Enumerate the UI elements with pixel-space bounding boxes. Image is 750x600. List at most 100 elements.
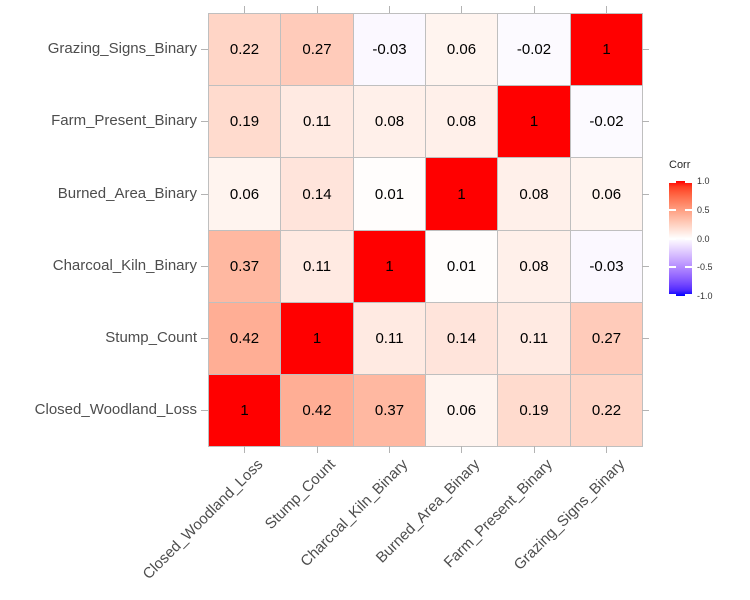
heatmap-cell-Stump_Count-x-Burned_Area_Binary: 0.14 — [425, 302, 498, 375]
heatmap-cell-Charcoal_Kiln_Binary-x-Stump_Count: 0.11 — [280, 230, 354, 303]
y-axis-tick-left — [201, 266, 208, 267]
legend-tick-dash — [669, 181, 676, 183]
x-axis-tick-bottom — [606, 446, 607, 453]
cell-value-label: 0.06 — [229, 185, 260, 203]
heatmap-cell-Charcoal_Kiln_Binary-x-Closed_Woodland_Loss: 0.37 — [208, 230, 281, 303]
y-axis-tick-right — [642, 338, 649, 339]
cell-value-label: 0.08 — [446, 113, 477, 130]
y-axis-tick-right — [642, 410, 649, 411]
heatmap-cell-Closed_Woodland_Loss-x-Burned_Area_Binary: 0.06 — [425, 374, 498, 447]
cell-value-label: 1 — [457, 185, 466, 203]
legend-tick-label: -0.5 — [697, 262, 713, 273]
x-axis-tick-top — [606, 6, 607, 13]
heatmap-cell-Stump_Count-x-Grazing_Signs_Binary: 0.27 — [570, 302, 643, 375]
legend-tick-dash — [669, 208, 676, 211]
heatmap-cell-Burned_Area_Binary-x-Farm_Present_Binary: 0.08 — [497, 157, 571, 231]
x-axis-tick-top — [317, 6, 318, 13]
cell-value-label: 0.11 — [519, 330, 549, 347]
legend-tick-dash — [685, 208, 692, 211]
cell-value-label: 0.08 — [519, 258, 549, 275]
heatmap-cell-Farm_Present_Binary-x-Stump_Count: 0.11 — [280, 85, 354, 158]
heatmap-cell-Grazing_Signs_Binary-x-Closed_Woodland_Loss: 0.22 — [208, 13, 281, 86]
x-axis-tick-bottom — [389, 446, 390, 453]
y-axis-tick-left — [201, 49, 208, 50]
y-axis-tick-right — [642, 194, 649, 195]
cell-value-label: 0.27 — [302, 41, 332, 58]
y-axis-tick-right — [642, 266, 649, 267]
cell-value-label: 0.08 — [519, 185, 549, 203]
heatmap-cell-Closed_Woodland_Loss-x-Grazing_Signs_Binary: 0.22 — [570, 374, 643, 447]
cell-value-label: 0.22 — [229, 41, 260, 58]
heatmap-cell-Closed_Woodland_Loss-x-Closed_Woodland_Loss: 1 — [208, 374, 281, 447]
heatmap-cell-Grazing_Signs_Binary-x-Farm_Present_Binary: -0.02 — [497, 13, 571, 86]
cell-value-label: 0.06 — [446, 41, 477, 58]
cell-value-label: -0.03 — [589, 258, 624, 275]
cell-value-label: 0.06 — [591, 185, 622, 203]
cell-value-label: -0.03 — [372, 41, 407, 58]
cell-value-label: -0.02 — [516, 41, 552, 58]
y-axis-tick-right — [642, 49, 649, 50]
heatmap-cell-Stump_Count-x-Closed_Woodland_Loss: 0.42 — [208, 302, 281, 375]
heatmap-cell-Grazing_Signs_Binary-x-Stump_Count: 0.27 — [280, 13, 354, 86]
legend-tick-label: 0.0 — [697, 233, 710, 244]
x-axis-tick-top — [461, 6, 462, 13]
x-axis-tick-bottom — [244, 446, 245, 453]
cell-value-label: 0.11 — [302, 113, 332, 130]
legend-tick-dash — [685, 181, 692, 183]
cell-value-label: 1 — [385, 258, 394, 275]
heatmap-cell-Charcoal_Kiln_Binary-x-Charcoal_Kiln_Binary: 1 — [353, 230, 426, 303]
heatmap-cell-Closed_Woodland_Loss-x-Stump_Count: 0.42 — [280, 374, 354, 447]
heatmap-cell-Closed_Woodland_Loss-x-Farm_Present_Binary: 0.19 — [497, 374, 571, 447]
legend-tick-label: 0.5 — [697, 204, 710, 215]
cell-value-label: 0.01 — [374, 185, 405, 203]
legend-tick-dash — [669, 237, 676, 240]
heatmap-cell-Farm_Present_Binary-x-Farm_Present_Binary: 1 — [497, 85, 571, 158]
y-axis-tick-left — [201, 194, 208, 195]
legend-tick-dash — [685, 237, 692, 240]
cell-value-label: 1 — [240, 402, 249, 419]
cell-value-label: 0.42 — [302, 402, 332, 419]
legend-tick-dash — [685, 266, 692, 269]
cell-value-label: 0.19 — [229, 113, 260, 130]
heatmap-cell-Stump_Count-x-Charcoal_Kiln_Binary: 0.11 — [353, 302, 426, 375]
y-axis-tick-right — [642, 121, 649, 122]
cell-value-label: 0.06 — [446, 402, 477, 419]
heatmap-cell-Charcoal_Kiln_Binary-x-Burned_Area_Binary: 0.01 — [425, 230, 498, 303]
legend-title: Corr — [669, 159, 691, 171]
cell-value-label: 0.11 — [375, 330, 404, 347]
cell-value-label: 0.08 — [374, 113, 405, 130]
x-axis-tick-top — [534, 6, 535, 13]
cell-value-label: 1 — [312, 330, 322, 347]
cell-value-label: 1 — [529, 113, 539, 130]
cell-value-label: 0.14 — [446, 330, 477, 347]
x-axis-label-Stump_Count: Stump_Count — [262, 456, 340, 533]
cell-value-label: 0.37 — [229, 258, 260, 275]
cell-value-label: 0.27 — [591, 330, 622, 347]
x-axis-tick-bottom — [534, 446, 535, 453]
x-axis-label-Closed_Woodland_Loss: Closed_Woodland_Loss — [139, 456, 267, 583]
cell-value-label: 1 — [602, 41, 611, 58]
heatmap-cell-Burned_Area_Binary-x-Burned_Area_Binary: 1 — [425, 157, 498, 231]
cell-value-label: -0.02 — [589, 113, 624, 130]
legend-tick-label: -1.0 — [697, 291, 713, 301]
heatmap-cell-Stump_Count-x-Stump_Count: 1 — [280, 302, 354, 375]
cell-value-label: 0.01 — [446, 258, 477, 275]
y-axis-label-Grazing_Signs_Binary: Grazing_Signs_Binary — [47, 40, 197, 57]
y-axis-tick-left — [201, 338, 208, 339]
cell-value-label: 0.42 — [229, 330, 260, 347]
heatmap-cell-Grazing_Signs_Binary-x-Charcoal_Kiln_Binary: -0.03 — [353, 13, 426, 86]
heatmap-cell-Closed_Woodland_Loss-x-Charcoal_Kiln_Binary: 0.37 — [353, 374, 426, 447]
x-axis-tick-bottom — [461, 446, 462, 453]
y-axis-label-Charcoal_Kiln_Binary: Charcoal_Kiln_Binary — [52, 257, 197, 274]
y-axis-label-Closed_Woodland_Loss: Closed_Woodland_Loss — [34, 401, 197, 418]
heatmap-cell-Farm_Present_Binary-x-Closed_Woodland_Loss: 0.19 — [208, 85, 281, 158]
cell-value-label: 0.37 — [374, 402, 405, 419]
heatmap-cell-Grazing_Signs_Binary-x-Burned_Area_Binary: 0.06 — [425, 13, 498, 86]
y-axis-label-Farm_Present_Binary: Farm_Present_Binary — [51, 112, 197, 129]
heatmap-cell-Burned_Area_Binary-x-Stump_Count: 0.14 — [280, 157, 354, 231]
heatmap-cell-Charcoal_Kiln_Binary-x-Grazing_Signs_Binary: -0.03 — [570, 230, 643, 303]
legend-colorbar — [669, 181, 692, 296]
cell-value-label: 0.11 — [302, 258, 332, 275]
legend-tick-dash — [685, 294, 692, 296]
